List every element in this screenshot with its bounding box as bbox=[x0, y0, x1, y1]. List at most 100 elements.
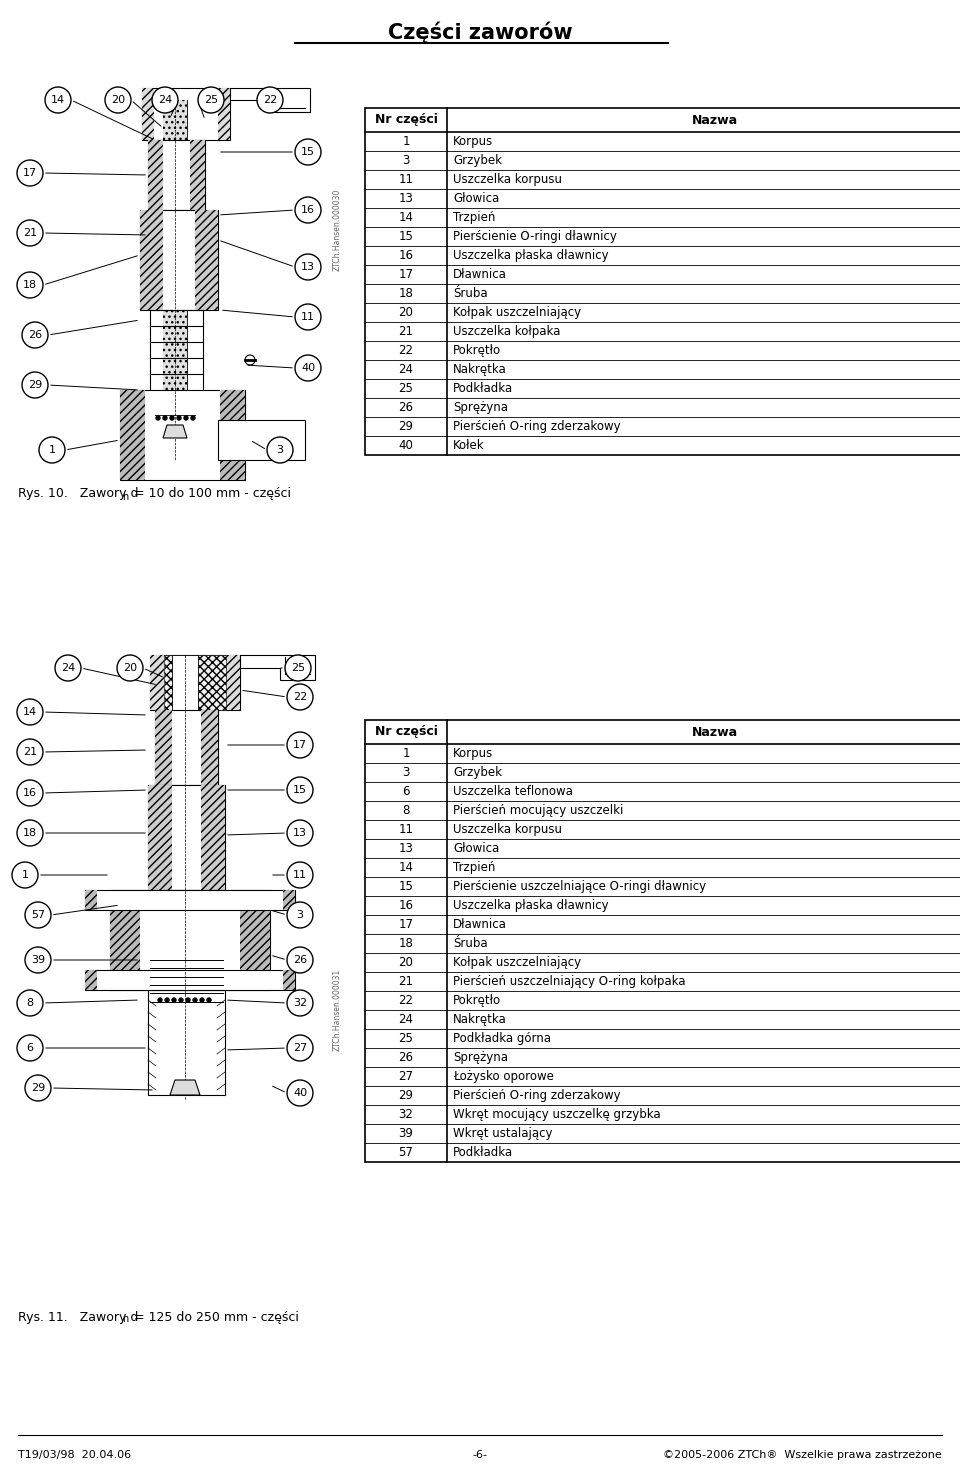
Text: -6-: -6- bbox=[472, 1450, 488, 1459]
Text: 1: 1 bbox=[402, 134, 410, 148]
Text: 27: 27 bbox=[293, 1043, 307, 1053]
Bar bbox=[110, 891, 270, 990]
Text: 21: 21 bbox=[398, 975, 414, 988]
Circle shape bbox=[287, 733, 313, 758]
Bar bbox=[155, 710, 218, 784]
Bar bbox=[283, 970, 295, 990]
Text: 39: 39 bbox=[398, 1127, 414, 1140]
Text: 25: 25 bbox=[204, 95, 218, 105]
Text: n: n bbox=[123, 1315, 129, 1325]
Text: 29: 29 bbox=[398, 1089, 414, 1102]
Text: Dławnica: Dławnica bbox=[453, 919, 507, 931]
Text: 29: 29 bbox=[28, 380, 42, 390]
Bar bbox=[142, 89, 154, 140]
Text: Rys. 11.   Zawory d: Rys. 11. Zawory d bbox=[18, 1310, 138, 1323]
Bar bbox=[150, 654, 164, 710]
Text: Sprężyna: Sprężyna bbox=[453, 1052, 508, 1063]
Circle shape bbox=[198, 87, 224, 114]
Bar bbox=[365, 719, 960, 1162]
Text: 11: 11 bbox=[398, 823, 414, 836]
Circle shape bbox=[186, 998, 190, 1001]
Bar bbox=[201, 784, 225, 891]
Text: 17: 17 bbox=[398, 919, 414, 931]
Text: n: n bbox=[123, 492, 129, 502]
Text: 20: 20 bbox=[111, 95, 125, 105]
Text: 24: 24 bbox=[398, 363, 414, 377]
Text: 8: 8 bbox=[402, 803, 410, 817]
Circle shape bbox=[287, 947, 313, 973]
Text: 14: 14 bbox=[398, 211, 414, 225]
Circle shape bbox=[17, 780, 43, 806]
Bar bbox=[190, 140, 205, 210]
Bar bbox=[155, 710, 172, 784]
Text: Trzpień: Trzpień bbox=[453, 211, 495, 225]
Bar bbox=[148, 784, 172, 891]
Text: Części zaworów: Części zaworów bbox=[388, 21, 572, 43]
Text: Pierścień O-ring zderzakowy: Pierścień O-ring zderzakowy bbox=[453, 419, 620, 433]
Text: 3: 3 bbox=[402, 154, 410, 167]
Circle shape bbox=[267, 437, 293, 462]
Circle shape bbox=[12, 863, 38, 888]
Text: 3: 3 bbox=[276, 445, 283, 455]
Text: 14: 14 bbox=[23, 707, 37, 716]
Text: 40: 40 bbox=[300, 363, 315, 374]
Circle shape bbox=[287, 1035, 313, 1060]
Text: Podkładka: Podkładka bbox=[453, 1146, 514, 1159]
Polygon shape bbox=[230, 89, 310, 112]
Bar bbox=[148, 784, 225, 891]
Text: 39: 39 bbox=[31, 956, 45, 964]
Text: Pokrętło: Pokrętło bbox=[453, 344, 501, 357]
Text: 25: 25 bbox=[398, 1032, 414, 1046]
Text: 16: 16 bbox=[398, 250, 414, 261]
Circle shape bbox=[17, 699, 43, 725]
Polygon shape bbox=[170, 1080, 200, 1094]
Text: Kołek: Kołek bbox=[453, 439, 485, 452]
Text: 8: 8 bbox=[27, 998, 34, 1007]
Text: Sprężyna: Sprężyna bbox=[453, 400, 508, 414]
Text: Uszczelka kołpaka: Uszczelka kołpaka bbox=[453, 325, 561, 338]
Text: = 125 do 250 mm - części: = 125 do 250 mm - części bbox=[130, 1310, 299, 1323]
Circle shape bbox=[17, 738, 43, 765]
Circle shape bbox=[191, 417, 195, 419]
Text: 11: 11 bbox=[398, 173, 414, 186]
Circle shape bbox=[285, 654, 311, 681]
Text: 11: 11 bbox=[301, 312, 315, 322]
Circle shape bbox=[170, 417, 174, 419]
Text: 1: 1 bbox=[21, 870, 29, 880]
Text: 32: 32 bbox=[293, 998, 307, 1007]
Bar bbox=[85, 970, 97, 990]
Circle shape bbox=[17, 272, 43, 298]
Text: Uszczelka płaska dławnicy: Uszczelka płaska dławnicy bbox=[453, 250, 609, 261]
Text: 29: 29 bbox=[398, 419, 414, 433]
Text: 18: 18 bbox=[23, 829, 37, 837]
Text: 13: 13 bbox=[301, 261, 315, 272]
Circle shape bbox=[207, 998, 211, 1001]
Circle shape bbox=[287, 777, 313, 803]
Polygon shape bbox=[240, 654, 315, 679]
Circle shape bbox=[152, 87, 178, 114]
Text: 21: 21 bbox=[23, 227, 37, 238]
Circle shape bbox=[257, 87, 283, 114]
Circle shape bbox=[287, 684, 313, 710]
Bar bbox=[226, 654, 240, 710]
Text: 25: 25 bbox=[398, 383, 414, 394]
Bar bbox=[163, 100, 187, 440]
Text: Grzybek: Grzybek bbox=[453, 767, 502, 778]
Text: 3: 3 bbox=[402, 767, 410, 778]
Circle shape bbox=[287, 820, 313, 846]
Bar bbox=[218, 419, 305, 459]
Bar bbox=[148, 140, 163, 210]
Circle shape bbox=[156, 417, 160, 419]
Text: Głowica: Głowica bbox=[453, 842, 499, 855]
Text: 22: 22 bbox=[293, 693, 307, 702]
Bar bbox=[142, 89, 230, 140]
Text: 27: 27 bbox=[398, 1069, 414, 1083]
Circle shape bbox=[295, 354, 321, 381]
Text: 14: 14 bbox=[398, 861, 414, 874]
Text: Pokrętło: Pokrętło bbox=[453, 994, 501, 1007]
Circle shape bbox=[17, 990, 43, 1016]
Circle shape bbox=[45, 87, 71, 114]
Text: Nr części: Nr części bbox=[374, 725, 438, 738]
Text: 6: 6 bbox=[27, 1043, 34, 1053]
Text: 16: 16 bbox=[301, 205, 315, 216]
